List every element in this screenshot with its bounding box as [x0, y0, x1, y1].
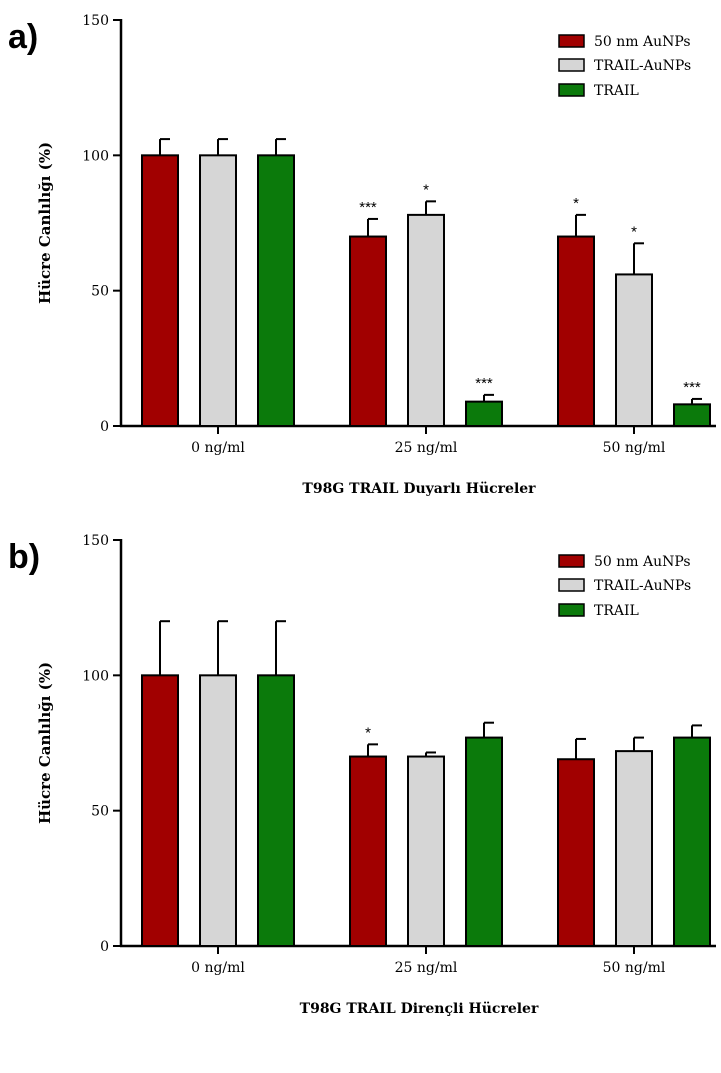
bar: [349, 235, 387, 427]
panel-label: a): [8, 18, 38, 56]
legend-swatch: [558, 603, 585, 617]
significance-label: ***: [359, 199, 377, 216]
y-tick-label: 150: [82, 533, 109, 549]
bar: [199, 154, 237, 427]
panel-label: b): [8, 538, 40, 576]
bar: [615, 273, 653, 427]
bar: [557, 758, 595, 947]
bar: [407, 755, 445, 947]
x-tick-label: 50 ng/ml: [603, 440, 666, 456]
y-tick-label: 100: [82, 148, 109, 164]
significance-label: ***: [683, 379, 701, 396]
legend-swatch: [558, 34, 585, 48]
bar: [615, 750, 653, 947]
significance-label: *: [423, 181, 429, 198]
x-tick-label: 25 ng/ml: [395, 440, 458, 456]
legend-label: TRAIL-AuNPs: [594, 578, 691, 594]
y-axis-title: Hücre Canlılığı (%): [36, 142, 54, 304]
x-axis-title: T98G TRAIL Dirençli Hücreler: [300, 1001, 539, 1017]
x-tick-label: 0 ng/ml: [191, 440, 245, 456]
legend-swatch: [558, 554, 585, 568]
x-tick-label: 25 ng/ml: [395, 960, 458, 976]
bar: [349, 755, 387, 947]
legend-label: TRAIL: [594, 83, 639, 99]
y-tick-label: 50: [91, 284, 109, 300]
significance-label: *: [573, 195, 579, 212]
bar: [557, 235, 595, 427]
legend-swatch: [558, 58, 585, 72]
y-tick-label: 150: [82, 13, 109, 29]
bar: [465, 736, 503, 947]
legend-label: TRAIL-AuNPs: [594, 58, 691, 74]
significance-label: ***: [475, 375, 493, 392]
y-tick-label: 50: [91, 804, 109, 820]
legend-label: 50 nm AuNPs: [594, 34, 691, 50]
bar: [199, 674, 237, 947]
y-tick-label: 100: [82, 668, 109, 684]
legend-swatch: [558, 83, 585, 97]
x-tick-label: 50 ng/ml: [603, 960, 666, 976]
bar: [407, 213, 445, 427]
significance-label: *: [365, 724, 371, 741]
x-tick-label: 0 ng/ml: [191, 960, 245, 976]
bar: [257, 154, 295, 427]
y-axis-title: Hücre Canlılığı (%): [36, 662, 54, 824]
x-axis-title: T98G TRAIL Duyarlı Hücreler: [302, 481, 536, 497]
bar: [257, 674, 295, 947]
y-tick-label: 0: [100, 419, 109, 435]
legend-swatch: [558, 578, 585, 592]
bar: [673, 403, 711, 428]
significance-label: *: [631, 223, 637, 240]
chart-panel-b: b) Hücre Canlılığı (%) 0 50 100 150 * 0 ng/ml 25…: [8, 533, 716, 1017]
bar: [141, 154, 179, 427]
bar: [465, 400, 503, 428]
bar: [673, 736, 711, 947]
bar: [141, 674, 179, 947]
legend-label: 50 nm AuNPs: [594, 554, 691, 570]
legend-label: TRAIL: [594, 603, 639, 619]
y-tick-label: 0: [100, 939, 109, 955]
